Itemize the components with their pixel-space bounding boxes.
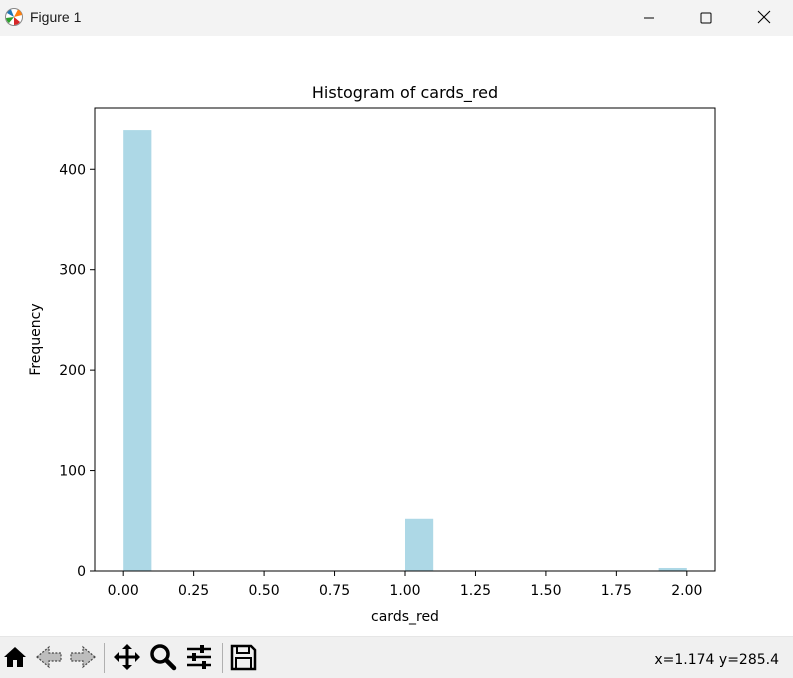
x-axis-ticks: 0.00 0.25 0.50 0.75 1.00 1.25 1.50 1.75 2.00 bbox=[108, 571, 702, 599]
y-tick-label: 400 bbox=[59, 162, 86, 178]
navigation-toolbar: x=1.174 y=285.4 bbox=[0, 636, 793, 678]
histogram-bar bbox=[658, 567, 687, 571]
minimize-button[interactable] bbox=[620, 0, 678, 36]
zoom-button[interactable] bbox=[148, 644, 178, 674]
histogram-bar bbox=[123, 130, 152, 571]
cursor-coordinates: x=1.174 y=285.4 bbox=[654, 652, 779, 668]
x-tick-label: 1.00 bbox=[389, 583, 420, 599]
zoom-icon bbox=[149, 643, 177, 675]
x-tick-label: 1.25 bbox=[460, 583, 491, 599]
pan-button[interactable] bbox=[112, 644, 142, 674]
histogram-chart: 0.00 0.25 0.50 0.75 1.00 1.25 1.50 1.75 2.00 0 10… bbox=[28, 83, 716, 625]
maximize-icon bbox=[700, 9, 712, 28]
minimize-icon bbox=[643, 9, 655, 28]
save-icon bbox=[229, 643, 257, 675]
close-icon bbox=[757, 9, 771, 28]
y-tick-label: 0 bbox=[77, 564, 86, 580]
x-tick-label: 1.75 bbox=[601, 583, 632, 599]
y-tick-label: 200 bbox=[59, 363, 86, 379]
home-button[interactable] bbox=[0, 644, 30, 674]
axes-frame bbox=[94, 107, 716, 572]
matplotlib-figure-icon bbox=[4, 7, 24, 27]
y-tick-label: 300 bbox=[59, 263, 86, 279]
back-arrow-icon bbox=[35, 644, 63, 674]
x-tick-label: 0.75 bbox=[319, 583, 350, 599]
x-tick-label: 0.00 bbox=[108, 583, 139, 599]
bars-layer bbox=[123, 130, 687, 571]
forward-button[interactable] bbox=[68, 644, 98, 674]
toolbar-separator bbox=[222, 643, 223, 673]
subplots-config-button[interactable] bbox=[184, 644, 214, 674]
home-icon bbox=[2, 644, 28, 674]
x-tick-label: 0.25 bbox=[178, 583, 209, 599]
x-tick-label: 1.50 bbox=[530, 583, 561, 599]
back-button[interactable] bbox=[34, 644, 64, 674]
x-tick-label: 0.50 bbox=[249, 583, 280, 599]
window-title: Figure 1 bbox=[30, 9, 82, 25]
y-axis-ticks: 0 100 200 300 400 bbox=[59, 162, 95, 580]
y-axis-label: Frequency bbox=[28, 303, 44, 375]
save-button[interactable] bbox=[228, 644, 258, 674]
subplots-config-icon bbox=[185, 643, 213, 675]
figure-canvas[interactable]: 0.00 0.25 0.50 0.75 1.00 1.25 1.50 1.75 2.00 0 10… bbox=[0, 36, 793, 636]
histogram-bar bbox=[405, 518, 434, 571]
toolbar-separator bbox=[104, 643, 105, 673]
maximize-button[interactable] bbox=[677, 0, 735, 36]
close-button[interactable] bbox=[735, 0, 793, 36]
pan-icon bbox=[113, 643, 141, 675]
x-tick-label: 2.00 bbox=[671, 583, 702, 599]
forward-arrow-icon bbox=[69, 644, 97, 674]
y-tick-label: 100 bbox=[59, 464, 86, 480]
x-axis-label: cards_red bbox=[371, 609, 439, 625]
window-titlebar: Figure 1 bbox=[0, 0, 793, 36]
chart-title: Histogram of cards_red bbox=[312, 83, 498, 103]
